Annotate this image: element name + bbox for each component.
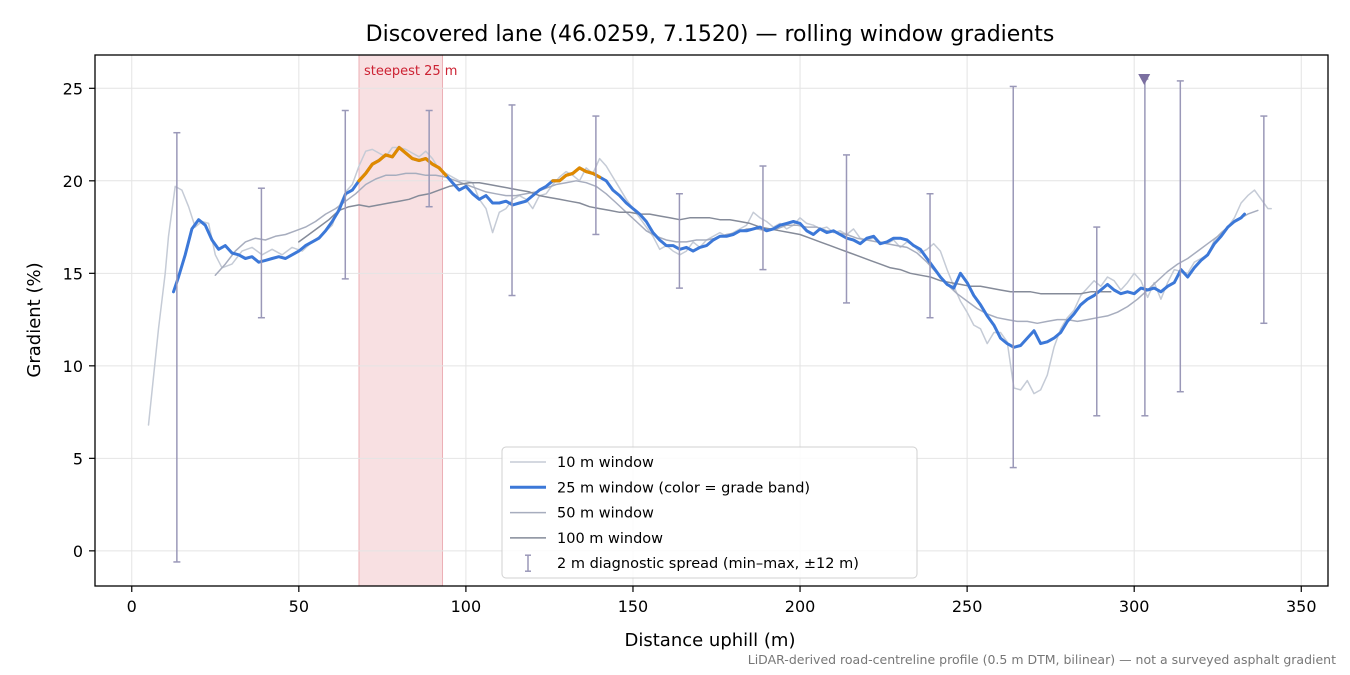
spread-bar: [1141, 78, 1149, 417]
y-tick-label: 5: [73, 449, 83, 468]
steep-grade-segment: [357, 145, 448, 183]
legend-box: [501, 446, 918, 579]
y-tick-label: 15: [63, 264, 83, 283]
x-tick-label: 250: [952, 597, 983, 616]
marker-triangle-icon: [1138, 74, 1151, 86]
x-tick-label: 200: [785, 597, 816, 616]
chart-title: Discovered lane (46.0259, 7.1520) — roll…: [366, 22, 1055, 47]
legend-entry: 100 m window: [510, 531, 663, 547]
legend-entry: 10 m window: [510, 455, 654, 471]
spread-bar: [1260, 115, 1268, 325]
x-tick-label: 300: [1119, 597, 1150, 616]
x-axis-ticks: 0 50 100 150 200 250 300 350: [127, 586, 1317, 616]
spread-bar: [1176, 80, 1184, 393]
steep-grade-segment: [551, 166, 602, 183]
spread-bar: [926, 193, 934, 319]
y-axis-label: Gradient (%): [24, 262, 45, 377]
x-tick-label: 100: [451, 597, 482, 616]
y-tick-label: 25: [63, 79, 83, 98]
diagnostic-spread-bars: [173, 78, 1268, 563]
x-tick-label: 0: [127, 597, 137, 616]
footnote: LiDAR-derived road-centreline profile (0…: [748, 652, 1336, 667]
spread-bar: [173, 131, 181, 563]
steepest-band-label: steepest 25 m: [364, 64, 457, 79]
legend-entry: 2 m diagnostic spread (min–max, ±12 m): [525, 554, 859, 572]
x-tick-label: 50: [289, 597, 309, 616]
spread-bar: [341, 109, 349, 280]
legend-entry: 25 m window (color = grade band): [510, 480, 810, 496]
series-line-2: [172, 146, 1246, 349]
spread-bar: [675, 193, 683, 289]
steepest-segment-band: [358, 54, 444, 587]
y-tick-label: 20: [63, 172, 83, 191]
spread-bar: [508, 104, 516, 297]
x-tick-label: 350: [1286, 597, 1317, 616]
series-group: [147, 145, 1272, 426]
legend-label: 2 m diagnostic spread (min–max, ±12 m): [557, 556, 859, 572]
spread-bar: [592, 115, 600, 236]
y-axis-ticks: 0 5 10 15 20 25: [63, 79, 95, 561]
legend-entry: 50 m window: [510, 506, 654, 522]
legend-label: 50 m window: [557, 506, 654, 522]
spread-bar: [425, 109, 433, 208]
spread-bar: [1009, 85, 1017, 469]
spread-bar: [257, 187, 265, 319]
plot-frame: [94, 54, 1329, 587]
spread-bar: [759, 165, 767, 271]
series-line-1: [147, 146, 1272, 426]
x-axis-label: Distance uphill (m): [625, 630, 796, 651]
y-tick-label: 0: [73, 542, 83, 561]
spread-bar: [842, 154, 850, 304]
series-line-4: [298, 181, 1112, 295]
spread-bar: [1093, 226, 1101, 417]
y-tick-label: 10: [63, 357, 83, 376]
x-tick-label: 150: [618, 597, 649, 616]
legend: 10 m window 25 m window (color = grade ba…: [501, 446, 918, 579]
legend-label: 10 m window: [557, 455, 654, 471]
legend-label: 100 m window: [557, 531, 663, 547]
legend-label: 25 m window (color = grade band): [557, 480, 810, 496]
